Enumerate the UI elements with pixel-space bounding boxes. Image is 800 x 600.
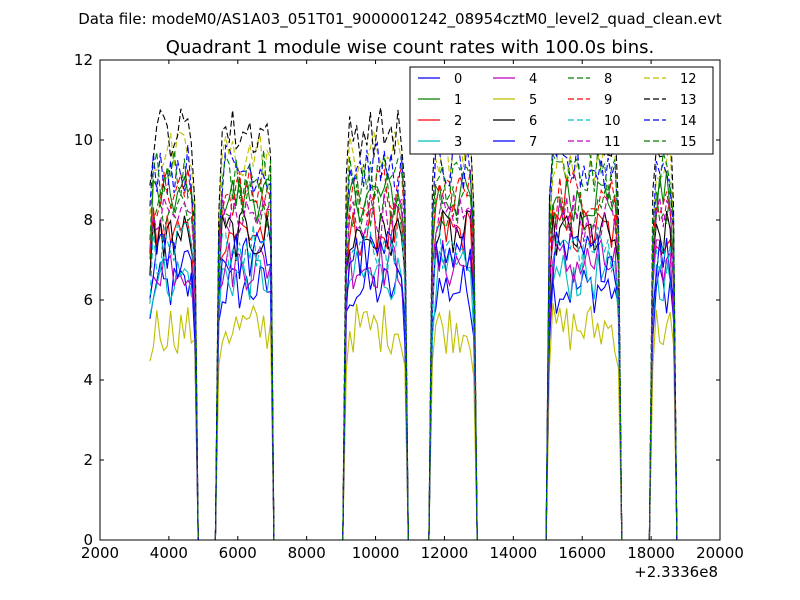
legend-label-14: 14 <box>680 114 697 129</box>
y-tick-label: 10 <box>74 131 93 149</box>
y-tick-labels: 0 2 4 6 8 10 12 <box>74 51 93 549</box>
series-line-10 <box>149 221 678 540</box>
legend-label-13: 13 <box>680 93 697 108</box>
x-tick-label: 8000 <box>288 544 326 562</box>
y-tick-label: 8 <box>83 211 93 229</box>
legend-label-11: 11 <box>604 135 621 150</box>
x-tick-label: 18000 <box>627 544 675 562</box>
legend-label-6: 6 <box>529 114 537 129</box>
legend-label-10: 10 <box>604 114 621 129</box>
legend-label-1: 1 <box>454 93 462 108</box>
legend-label-12: 12 <box>680 72 697 87</box>
series-line-9 <box>149 167 678 540</box>
series-line-2 <box>149 206 678 540</box>
legend-label-3: 3 <box>454 135 462 150</box>
x-tick-label: 6000 <box>219 544 257 562</box>
x-tick-label: 16000 <box>558 544 606 562</box>
legend-label-0: 0 <box>454 72 462 87</box>
series-layer <box>149 107 678 540</box>
x-tick-label: 20000 <box>696 544 744 562</box>
legend-label-2: 2 <box>454 114 462 129</box>
x-tick-label: 2000 <box>81 544 119 562</box>
axis-ticks <box>99 59 721 541</box>
chart-title: Quadrant 1 module wise count rates with … <box>166 37 655 58</box>
series-line-14 <box>149 140 678 540</box>
legend-box <box>409 66 714 155</box>
y-tick-label: 12 <box>74 51 93 69</box>
y-tick-label: 4 <box>83 371 93 389</box>
legend-label-4: 4 <box>529 72 537 87</box>
series-line-8 <box>149 181 678 540</box>
series-line-11 <box>149 191 678 540</box>
x-offset-label: +2.3336e8 <box>634 563 718 581</box>
legend-label-5: 5 <box>529 93 537 108</box>
series-line-7 <box>149 230 678 540</box>
x-tick-labels: 2000 4000 6000 8000 10000 12000 14000 16000 1800… <box>81 544 744 562</box>
series-line-3 <box>149 248 678 540</box>
legend-label-15: 15 <box>680 135 697 150</box>
series-line-15 <box>149 149 678 540</box>
x-tick-label: 12000 <box>421 544 469 562</box>
legend-label-7: 7 <box>529 135 537 150</box>
legend-label-8: 8 <box>604 72 612 87</box>
y-tick-label: 6 <box>83 291 93 309</box>
chart-suptitle: Data file: modeM0/AS1A03_051T01_90000012… <box>78 10 722 29</box>
x-tick-label: 10000 <box>352 544 400 562</box>
x-tick-label: 14000 <box>489 544 537 562</box>
x-tick-label: 4000 <box>150 544 188 562</box>
y-tick-label: 0 <box>83 531 93 549</box>
legend-label-9: 9 <box>604 93 612 108</box>
y-tick-label: 2 <box>83 451 93 469</box>
series-line-5 <box>149 303 678 540</box>
